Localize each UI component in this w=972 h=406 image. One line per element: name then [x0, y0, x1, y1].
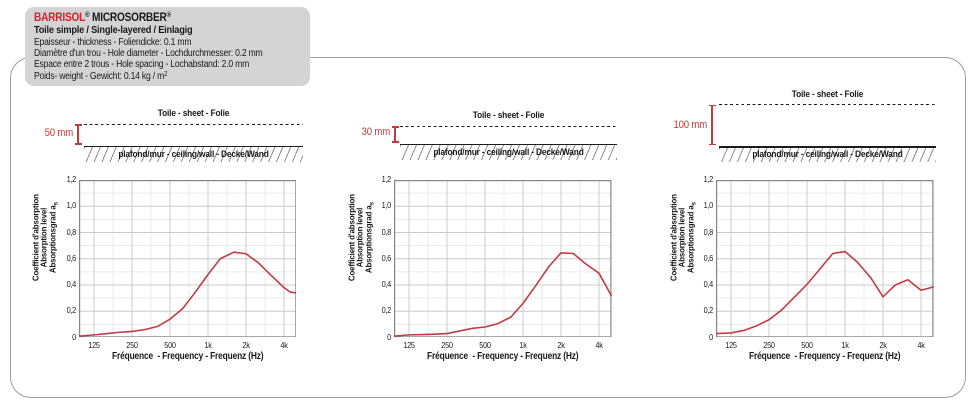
spec-hole-diameter: Diamètre d'un trou - Hole diameter - Loc… — [34, 47, 263, 59]
brand-name: BARRISOL — [34, 12, 86, 24]
spec-thickness: Epaisseur - thickness - Foliendicke: 0.1… — [34, 36, 192, 48]
product-title: BARRISOL® MICROSORBER® — [34, 12, 171, 24]
product-name: MICROSORBER — [89, 12, 167, 24]
header-content: BARRISOL® MICROSORBER® Toile simple / Si… — [34, 12, 306, 82]
spec-weight: Poids- weight - Gewicht: 0.14 kg / m2 — [34, 70, 168, 82]
content-frame — [10, 57, 966, 398]
product-subtitle: Toile simple / Single-layered / Einlagig — [34, 24, 193, 36]
spec-hole-spacing: Espace entre 2 trous - Hole spacing - Lo… — [34, 59, 250, 71]
header-box: BARRISOL® MICROSORBER® Toile simple / Si… — [25, 7, 310, 86]
spec-weight-text: Poids- weight - Gewicht: 0.14 kg / m — [34, 70, 165, 82]
